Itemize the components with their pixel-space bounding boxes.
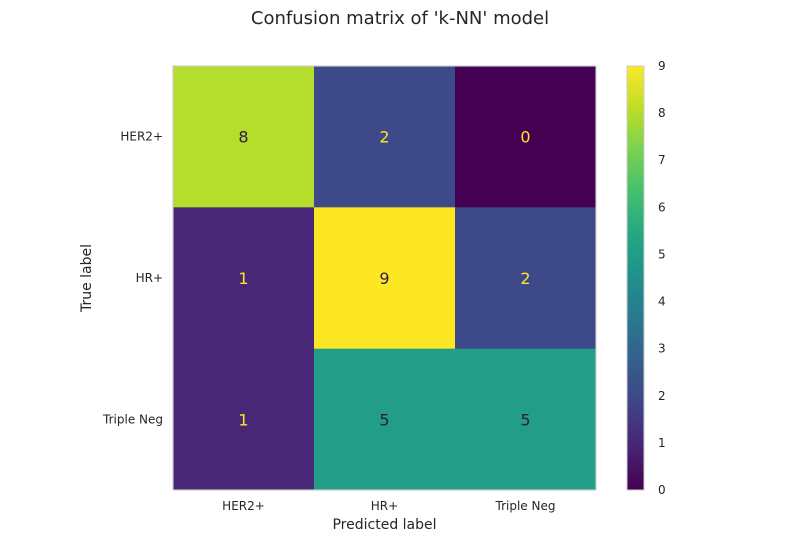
cell-value-label-2-2: 5 — [520, 410, 530, 429]
colorbar-tick-label: 0 — [658, 483, 666, 497]
cell-value-label-0-0: 8 — [238, 128, 248, 147]
colorbar-tick-label: 2 — [658, 389, 666, 403]
y-axis-label: True label — [79, 244, 95, 313]
colorbar-tick-label: 8 — [658, 106, 666, 120]
colorbar-tick-label: 9 — [658, 59, 666, 73]
chart-title: Confusion matrix of 'k-NN' model — [250, 8, 550, 29]
colorbar-tick-label: 5 — [658, 247, 666, 261]
x-tick-label: HER2+ — [222, 499, 265, 513]
y-tick-label: HER2+ — [120, 130, 163, 144]
colorbar-tick-label: 6 — [658, 200, 666, 214]
colorbar-tick-label: 1 — [658, 436, 666, 450]
cell-value-label-0-2: 0 — [520, 128, 530, 147]
cell-value-label-1-0: 1 — [238, 269, 248, 288]
matrix-cell-0-2 — [455, 66, 597, 208]
matrix-frame — [172, 65, 597, 491]
x-axis-label: Predicted label — [332, 517, 436, 533]
colorbar-frame — [626, 65, 645, 491]
colorbar: 0 1 2 3 4 5 6 7 8 9 — [626, 59, 666, 497]
matrix-cell-1-1 — [314, 207, 456, 350]
cell-value-label-2-0: 1 — [238, 410, 248, 429]
matrix-cell-2-2 — [455, 348, 597, 491]
cell-value-label-1-1: 9 — [379, 269, 389, 288]
cell-value-label-2-1: 5 — [379, 410, 389, 429]
matrix-cell-1-0 — [173, 207, 315, 350]
x-tick-label: Triple Neg — [495, 499, 556, 513]
matrix-cell-0-1 — [314, 66, 456, 208]
matrix-cell-2-1 — [314, 348, 456, 491]
cell-value-label-0-1: 2 — [379, 128, 389, 147]
colorbar-tick-label: 7 — [658, 153, 666, 167]
x-tick-label: HR+ — [371, 499, 398, 513]
colorbar-tick-label: 3 — [658, 342, 666, 356]
colorbar-gradient — [627, 66, 644, 490]
matrix-cell-0-0 — [173, 66, 315, 208]
colorbar-tick-label: 4 — [658, 295, 666, 309]
matrix-cell-2-0 — [173, 348, 315, 491]
y-tick-label: Triple Neg — [102, 412, 163, 426]
matrix-cell-1-2 — [455, 207, 597, 350]
y-tick-label: HR+ — [136, 271, 163, 285]
cell-value-label-1-2: 2 — [520, 269, 530, 288]
